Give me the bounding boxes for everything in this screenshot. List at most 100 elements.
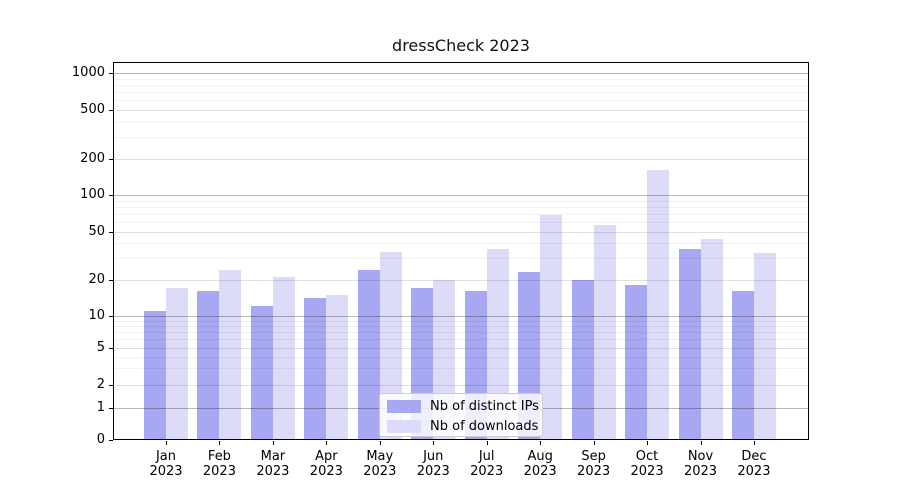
x-tick-label-line: Jun [423,449,444,464]
legend-label-distinct-ips: Nb of distinct IPs [430,399,539,414]
x-tick-mark [326,441,328,445]
y-tick-mark [109,279,113,281]
y-tick-mark [109,440,113,441]
y-tick-mark [109,158,113,160]
gridline [113,195,809,196]
bar-downloads [272,276,295,440]
x-tick-label: Sep 2023 [566,449,622,479]
gridline [113,110,809,111]
y-tick-mark [109,385,113,386]
x-tick-label-line: 2023 [309,464,343,479]
x-tick-label-line: Dec [741,449,767,464]
y-tick-mark [109,347,113,349]
bar-downloads [647,170,670,440]
y-tick-label: 20 [88,271,105,287]
gridline [113,158,809,160]
x-tick-label-line: 2023 [630,464,664,479]
y-tick-label: 10 [88,308,105,323]
y-tick-label: 2 [96,377,105,392]
y-tick-label: 0 [96,432,105,447]
bar-distinct-ips [357,269,380,440]
x-tick-label: Feb 2023 [191,449,247,479]
x-tick-label-line: Sep [581,449,606,464]
y-tick-label: 200 [80,150,105,166]
x-tick-mark [753,441,755,445]
gridline [113,385,809,386]
gridline [113,316,809,317]
legend-swatch-downloads [387,420,421,433]
gridline [113,137,809,139]
x-tick-label-line: Jul [478,449,495,464]
y-tick-mark [109,195,113,196]
legend-entry-downloads: Nb of downloads [380,417,542,437]
gridline [113,78,809,80]
gridline [113,221,809,223]
x-tick-mark [379,441,381,445]
x-tick-label-line: Aug [527,449,553,464]
x-tick-label-line: 2023 [149,464,183,479]
x-tick-label: Apr 2023 [298,449,354,479]
gridline [113,92,809,94]
x-tick-label-line: Mar [260,449,286,464]
x-tick-mark [540,441,542,445]
bar-distinct-ips [571,279,594,440]
bar-downloads [219,269,242,440]
gridline [113,279,809,281]
legend: Nb of distinct IPs Nb of downloads [379,393,543,437]
y-tick-mark [109,231,113,233]
bar-distinct-ips [250,306,273,440]
bar-distinct-ips [678,248,701,440]
legend-entry-distinct-ips: Nb of distinct IPs [380,397,542,417]
gridline [113,326,809,328]
x-tick-label-line: 2023 [683,464,718,479]
x-tick-label-line: Jan [155,449,177,464]
gridline [113,231,809,233]
x-tick-label-line: 2023 [256,464,290,479]
x-tick-label-line: 2023 [737,464,771,479]
x-tick-mark [647,441,649,445]
x-tick-label: Dec 2023 [726,449,782,479]
x-tick-label: May 2023 [352,449,408,479]
bar-downloads [486,248,509,440]
bar-distinct-ips [731,291,754,440]
gridline [113,356,809,358]
x-tick-label-line: Feb [207,449,231,464]
x-tick-label-line: Apr [315,449,338,464]
gridline [113,347,809,349]
gridline [113,100,809,102]
x-tick-label: Oct 2023 [619,449,675,479]
gridline [113,206,809,208]
bar-distinct-ips [625,285,648,440]
x-tick-label: Nov 2023 [673,449,729,479]
gridline [113,213,809,215]
y-tick-label: 5 [96,339,105,355]
x-tick-label-line: Oct [635,449,659,464]
gridline [113,258,809,260]
x-tick-mark [593,441,595,445]
bar-downloads [753,253,776,440]
gridline [113,320,809,322]
bar-downloads [326,294,349,440]
gridline [113,332,809,334]
x-tick-mark [219,441,221,445]
x-tick-label-line: 2023 [523,464,557,479]
bar-downloads [593,224,616,440]
gridline [113,200,809,202]
gridline [113,243,809,245]
gridline [113,121,809,123]
y-tick-mark [109,73,113,74]
x-tick-mark [166,441,167,445]
x-tick-label: Mar 2023 [245,449,301,479]
bar-downloads [540,215,563,440]
gridline [113,73,809,74]
bar-downloads [700,239,723,440]
gridline [113,84,809,86]
x-tick-label-line: 2023 [577,464,611,479]
x-tick-mark [272,441,274,445]
legend-label-downloads: Nb of downloads [430,419,539,434]
bar-distinct-ips [144,310,166,440]
x-tick-label: Jun 2023 [405,449,461,479]
y-tick-label: 1 [96,400,105,415]
bar-distinct-ips [197,291,220,440]
x-tick-label-line: Nov [687,449,714,464]
